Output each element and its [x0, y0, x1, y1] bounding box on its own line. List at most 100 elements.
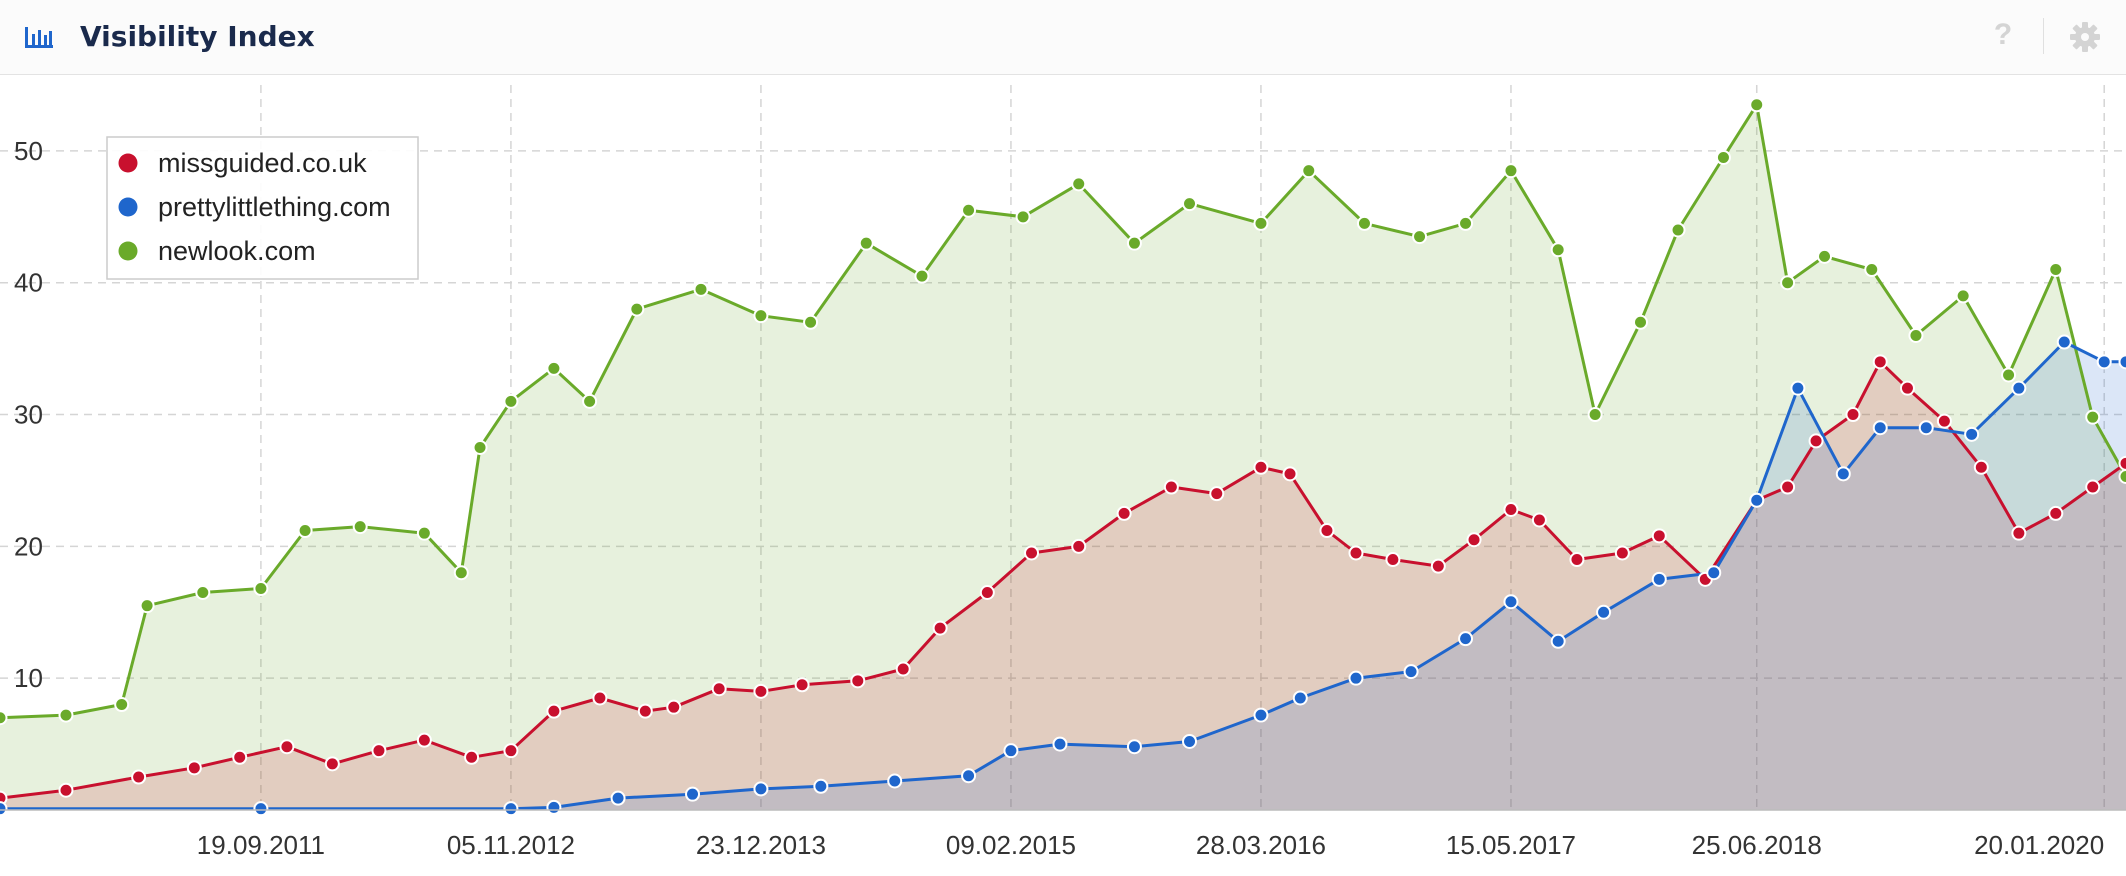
chart-lines: [0, 103, 2126, 811]
data-point: [0, 710, 8, 726]
data-point: [1182, 196, 1198, 212]
data-point: [1385, 552, 1401, 568]
data-point: [2048, 505, 2064, 521]
x-tick-label: 25.06.2018: [1692, 830, 1822, 860]
data-point: [1651, 571, 1667, 587]
legend-label: newlook.com: [158, 236, 316, 266]
data-point: [1163, 479, 1179, 495]
legend-label: prettylittlething.com: [158, 192, 391, 222]
x-tick-label: 20.01.2020: [1974, 830, 2104, 860]
data-point: [592, 690, 608, 706]
data-point: [1209, 486, 1225, 502]
data-point: [1052, 736, 1068, 752]
data-point: [753, 308, 769, 324]
data-point: [2085, 409, 2101, 425]
data-point: [961, 202, 977, 218]
data-point: [1126, 235, 1142, 251]
data-point: [2118, 469, 2126, 484]
data-point: [1458, 215, 1474, 231]
data-point: [1706, 565, 1722, 581]
data-point: [503, 801, 519, 817]
data-point: [2001, 367, 2017, 383]
data-point: [1503, 163, 1519, 179]
data-point: [1817, 248, 1833, 264]
data-point: [253, 581, 269, 597]
data-point: [1126, 739, 1142, 755]
data-point: [637, 703, 653, 719]
data-point: [2011, 380, 2027, 396]
data-point: [1790, 380, 1806, 396]
data-point: [813, 778, 829, 794]
y-tick-label: 50: [14, 136, 43, 166]
chart-legend[interactable]: missguided.co.uk prettylittlething.com new…: [106, 136, 419, 280]
legend-marker: [118, 241, 138, 261]
chart-points: [0, 97, 2126, 817]
data-point: [1633, 314, 1649, 330]
data-point: [1749, 492, 1765, 508]
data-point: [2118, 354, 2126, 370]
area-missguided.co.uk: [0, 361, 2126, 810]
data-point: [1651, 528, 1667, 544]
data-point: [1253, 459, 1269, 475]
data-point: [279, 739, 295, 755]
data-point: [1024, 545, 1040, 561]
y-tick-label: 40: [14, 268, 43, 298]
y-tick-label: 20: [14, 531, 43, 561]
header-divider: [2043, 18, 2044, 54]
data-point: [1253, 707, 1269, 723]
data-point: [0, 801, 8, 817]
data-point: [1614, 545, 1630, 561]
data-point: [1864, 262, 1880, 278]
x-tick-label: 15.05.2017: [1446, 830, 1576, 860]
data-point: [503, 393, 519, 409]
data-point: [58, 707, 74, 723]
data-point: [794, 677, 810, 693]
data-point: [2048, 262, 2064, 278]
data-point: [1531, 512, 1547, 528]
legend-marker: [118, 153, 138, 173]
data-point: [472, 440, 488, 455]
data-point: [1936, 413, 1952, 429]
data-point: [2056, 334, 2072, 350]
data-point: [961, 768, 977, 784]
data-point: [464, 749, 480, 765]
data-point: [186, 760, 202, 776]
widget-header: Visibility Index ?: [0, 0, 2126, 75]
data-point: [546, 360, 562, 376]
data-point: [1458, 631, 1474, 647]
data-point: [1071, 176, 1087, 192]
data-point: [850, 673, 866, 689]
data-point: [1503, 594, 1519, 610]
data-point: [1835, 466, 1851, 482]
x-tick-label: 19.09.2011: [197, 830, 325, 860]
data-point: [1872, 420, 1888, 436]
data-point: [1182, 733, 1198, 749]
legend-box: [106, 136, 419, 280]
data-point: [416, 525, 432, 541]
area-newlook.com: [0, 104, 2126, 811]
data-point: [1503, 501, 1519, 517]
data-point: [1918, 420, 1934, 436]
data-point: [1955, 288, 1971, 304]
data-point: [1319, 523, 1335, 539]
data-point: [895, 661, 911, 677]
chart-areas: [0, 104, 2126, 811]
data-point: [1872, 354, 1888, 370]
x-tick-label: 05.11.2012: [447, 830, 575, 860]
data-point: [1569, 552, 1585, 568]
data-point: [139, 598, 155, 614]
data-point: [1003, 743, 1019, 759]
data-point: [1845, 407, 1861, 423]
data-point: [753, 781, 769, 797]
data-point: [610, 790, 626, 806]
data-point: [803, 314, 819, 330]
data-point: [932, 620, 948, 636]
data-point: [1973, 459, 1989, 475]
data-point: [887, 773, 903, 789]
legend-label: missguided.co.uk: [158, 148, 367, 178]
question-icon[interactable]: ?: [1993, 18, 2013, 51]
x-tick-label: 09.02.2015: [946, 830, 1076, 860]
data-point: [253, 801, 269, 817]
gear-icon[interactable]: [2068, 20, 2102, 54]
area-prettylittlething.com: [0, 342, 2126, 810]
